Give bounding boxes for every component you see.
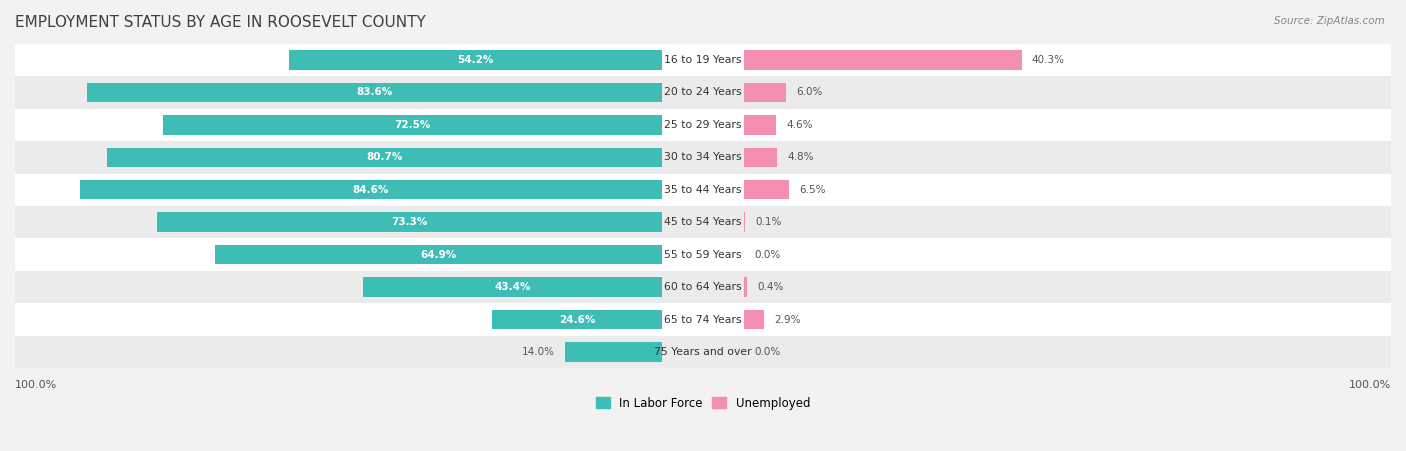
Text: 0.0%: 0.0% — [755, 347, 780, 357]
Text: 73.3%: 73.3% — [391, 217, 427, 227]
Bar — [744, 83, 786, 102]
Bar — [157, 212, 662, 232]
Text: 100.0%: 100.0% — [1348, 380, 1391, 390]
Bar — [15, 76, 1391, 109]
Text: 100.0%: 100.0% — [15, 380, 58, 390]
Text: 60 to 64 Years: 60 to 64 Years — [664, 282, 742, 292]
Text: 75 Years and over: 75 Years and over — [654, 347, 752, 357]
Text: 43.4%: 43.4% — [494, 282, 530, 292]
Text: 24.6%: 24.6% — [560, 315, 595, 325]
Bar — [744, 115, 776, 134]
Text: 35 to 44 Years: 35 to 44 Years — [664, 185, 742, 195]
Text: 6.5%: 6.5% — [800, 185, 825, 195]
Text: 20 to 24 Years: 20 to 24 Years — [664, 87, 742, 97]
Text: 6.0%: 6.0% — [796, 87, 823, 97]
Bar — [107, 147, 662, 167]
Text: 4.6%: 4.6% — [786, 120, 813, 130]
Text: Source: ZipAtlas.com: Source: ZipAtlas.com — [1274, 16, 1385, 26]
Text: 80.7%: 80.7% — [366, 152, 402, 162]
Bar — [15, 336, 1391, 368]
Text: 4.8%: 4.8% — [787, 152, 814, 162]
Text: 25 to 29 Years: 25 to 29 Years — [664, 120, 742, 130]
Bar — [15, 44, 1391, 76]
Text: 55 to 59 Years: 55 to 59 Years — [664, 250, 742, 260]
Bar — [288, 50, 662, 69]
Bar — [80, 180, 662, 199]
Text: 54.2%: 54.2% — [457, 55, 494, 65]
Bar — [744, 147, 778, 167]
Bar — [15, 271, 1391, 304]
Text: EMPLOYMENT STATUS BY AGE IN ROOSEVELT COUNTY: EMPLOYMENT STATUS BY AGE IN ROOSEVELT CO… — [15, 15, 426, 30]
Bar — [492, 310, 662, 329]
Text: 16 to 19 Years: 16 to 19 Years — [664, 55, 742, 65]
Bar — [363, 277, 662, 297]
Text: 45 to 54 Years: 45 to 54 Years — [664, 217, 742, 227]
Bar — [87, 83, 662, 102]
Text: 0.4%: 0.4% — [758, 282, 783, 292]
Text: 83.6%: 83.6% — [356, 87, 392, 97]
Text: 30 to 34 Years: 30 to 34 Years — [664, 152, 742, 162]
Bar — [215, 245, 662, 264]
Legend: In Labor Force, Unemployed: In Labor Force, Unemployed — [591, 392, 815, 414]
Bar — [15, 141, 1391, 174]
Bar — [15, 239, 1391, 271]
Text: 40.3%: 40.3% — [1032, 55, 1064, 65]
Text: 64.9%: 64.9% — [420, 250, 457, 260]
Bar — [15, 174, 1391, 206]
Text: 0.0%: 0.0% — [755, 250, 780, 260]
Bar — [15, 109, 1391, 141]
Bar — [744, 180, 789, 199]
Bar — [744, 50, 1022, 69]
Text: 2.9%: 2.9% — [775, 315, 801, 325]
Text: 14.0%: 14.0% — [522, 347, 555, 357]
Bar — [744, 277, 747, 297]
Bar — [15, 304, 1391, 336]
Bar — [565, 342, 662, 362]
Text: 84.6%: 84.6% — [353, 185, 389, 195]
Bar — [15, 206, 1391, 239]
Bar — [744, 310, 765, 329]
Text: 72.5%: 72.5% — [394, 120, 430, 130]
Text: 65 to 74 Years: 65 to 74 Years — [664, 315, 742, 325]
Text: 0.1%: 0.1% — [755, 217, 782, 227]
Bar — [163, 115, 662, 134]
